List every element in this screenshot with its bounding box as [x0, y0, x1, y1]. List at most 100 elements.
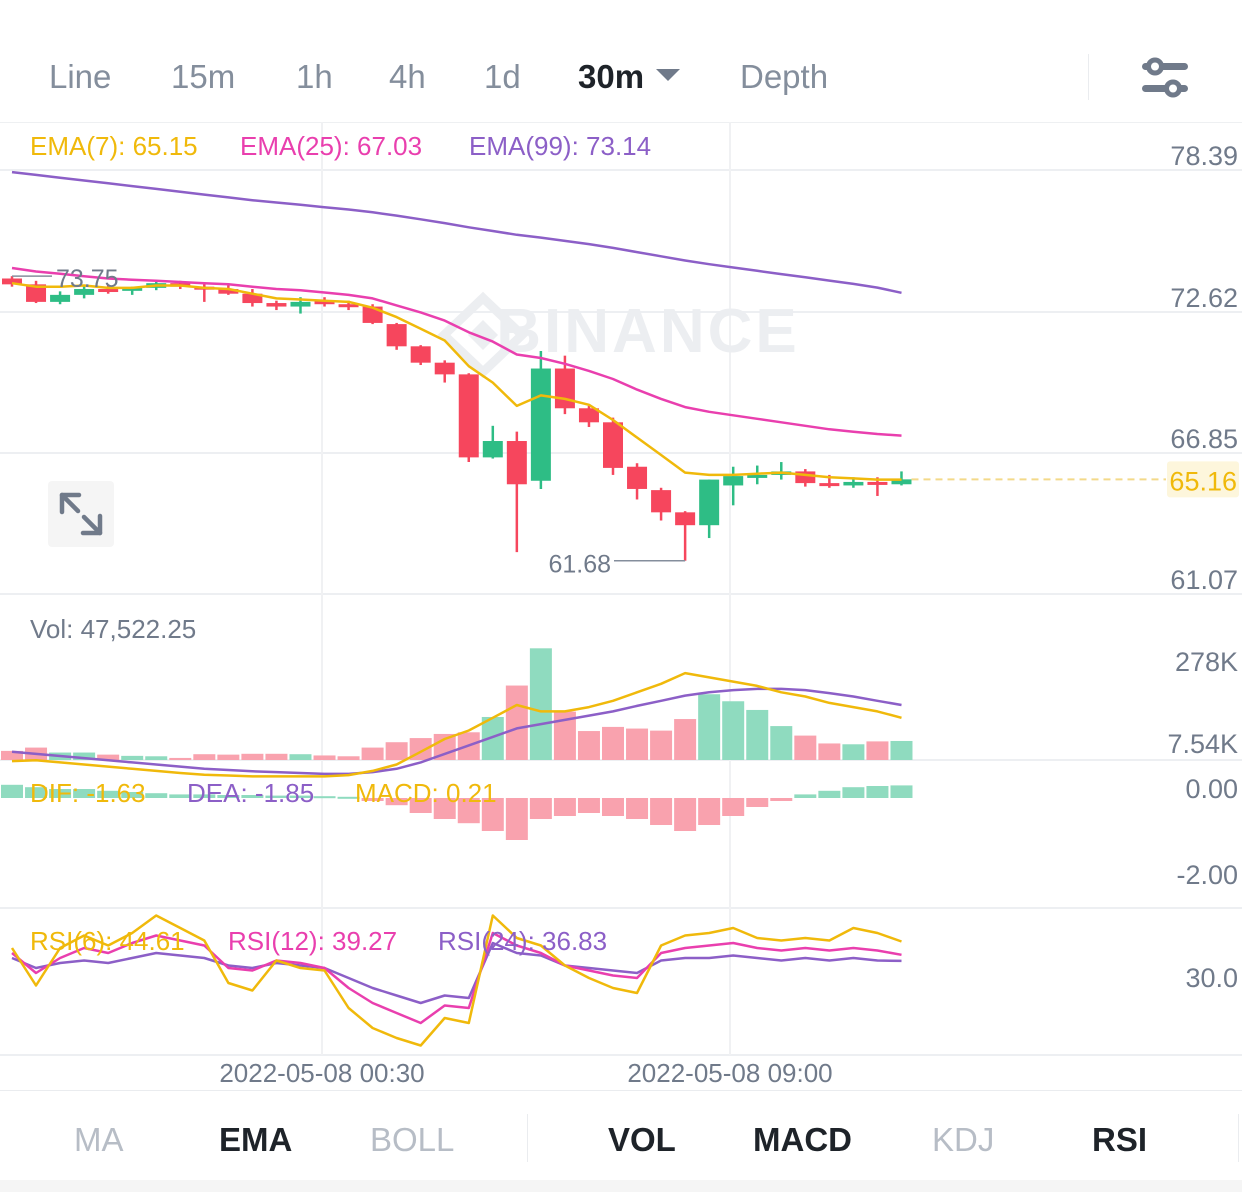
volume-bar	[193, 754, 216, 760]
macd-hist-bar	[553, 798, 576, 816]
candle-body	[506, 441, 527, 485]
candle-body	[266, 303, 287, 307]
candle-body	[434, 362, 455, 375]
volume-bar	[698, 694, 721, 760]
volume-bar	[313, 755, 336, 760]
volume-bar	[842, 744, 865, 760]
macd-hist-bar	[145, 793, 168, 798]
candle-body	[74, 289, 95, 295]
volume-bar	[553, 711, 576, 760]
candle-body	[627, 466, 648, 489]
indicator-vol[interactable]: VOL	[608, 1121, 676, 1158]
volume-bar	[866, 741, 889, 760]
volume-bar	[577, 731, 600, 760]
sliders-icon[interactable]	[1138, 55, 1192, 101]
indicator-ema[interactable]: EMA	[219, 1121, 293, 1158]
macd-hist-bar	[842, 787, 865, 798]
indicator-lines	[10, 170, 1166, 1047]
price-axis-label: 72.62	[1170, 283, 1238, 313]
caret-down-icon	[656, 69, 681, 82]
volume-bar	[217, 754, 240, 760]
candle-body	[218, 289, 239, 294]
tab-4h[interactable]: 4h	[389, 58, 426, 95]
dea-line	[11, 687, 902, 776]
candle-body	[122, 287, 143, 291]
macd-hist-bar	[770, 798, 793, 801]
tab-1h[interactable]: 1h	[296, 58, 333, 95]
volume-axis-label: 7.54K	[1167, 729, 1238, 759]
last-price-label: 65.16	[1169, 466, 1237, 496]
candle-body	[747, 474, 768, 478]
volume-bar	[529, 648, 552, 760]
macd-hist-bar	[337, 796, 360, 799]
macd-legend: MACD: 0.21	[355, 778, 497, 808]
volume-bar	[650, 730, 673, 760]
candlesticks	[2, 276, 912, 561]
candle-body	[530, 368, 551, 481]
volume-bar	[289, 754, 312, 760]
volume-bar	[770, 726, 793, 760]
volume-bar	[73, 752, 96, 760]
volume-bar	[818, 743, 841, 760]
rsi6-line	[10, 914, 902, 1047]
macd-hist-bar	[265, 795, 288, 798]
candle-body	[603, 422, 623, 468]
macd-hist-bar	[746, 798, 769, 807]
macd-hist-bar	[217, 795, 240, 798]
macd-hist-bar	[866, 786, 889, 798]
rsi-axis-label: 30.0	[1185, 963, 1238, 993]
tab-1d[interactable]: 1d	[484, 58, 521, 95]
price-chart[interactable]: BINANCE 65.16 78.39 72.62 66.85 61.07 278K 7.5…	[0, 0, 1242, 1090]
macd-hist-bar	[433, 798, 456, 819]
last-price-tag	[1167, 461, 1239, 498]
rsi-legend: RSI(24): 36.83	[438, 926, 607, 956]
volume-bar	[265, 753, 288, 760]
tab-30m[interactable]: 30m	[578, 58, 681, 96]
tab-15m[interactable]: 15m	[171, 58, 236, 95]
macd-hist-bar	[169, 794, 192, 798]
candle-body	[386, 324, 407, 347]
volume-bars	[1, 648, 913, 760]
macd-hist-bar	[73, 789, 96, 798]
price-axis-label: 66.85	[1170, 424, 1238, 454]
chart-labels: 65.16 78.39 72.62 66.85 61.07 278K 7.54K 0.00 -2…	[12, 131, 1239, 1088]
macd-hist-bar	[289, 795, 312, 798]
price-axis-label: 61.07	[1170, 565, 1238, 595]
volume-bar	[145, 756, 168, 760]
candle-body	[2, 278, 22, 285]
tab-line[interactable]: Line	[49, 58, 112, 95]
rsi24-line	[11, 941, 902, 1005]
candle-body	[867, 481, 888, 485]
candle-body	[50, 294, 71, 302]
macd-hist-bar	[313, 796, 336, 799]
indicator-boll[interactable]: BOLL	[370, 1121, 455, 1158]
macd-hist-bar	[626, 798, 649, 819]
expand-icon[interactable]	[48, 481, 114, 547]
macd-hist-bar	[505, 798, 528, 840]
indicator-macd[interactable]: MACD	[753, 1121, 852, 1158]
macd-hist-bar	[481, 798, 504, 831]
tab-depth[interactable]: Depth	[740, 58, 829, 95]
volume-bar	[481, 716, 504, 760]
indicator-edge	[1238, 1114, 1239, 1162]
candle-body	[723, 476, 744, 486]
time-axis-label: 2022-05-08 09:00	[627, 1058, 832, 1088]
candle-body	[482, 441, 503, 458]
indicator-rsi[interactable]: RSI	[1092, 1121, 1148, 1158]
volume-bar	[97, 754, 120, 760]
macd-hist-bar	[818, 790, 841, 798]
candle-body	[410, 346, 431, 363]
high-price-label: 73.75	[56, 265, 119, 293]
toolbar-divider	[1088, 54, 1089, 100]
dif-line	[11, 671, 902, 778]
macd-hist-bar	[650, 798, 673, 825]
volume-bar	[626, 728, 649, 760]
ema-legend: EMA(25): 67.03	[240, 131, 422, 161]
macd-legend: DEA: -1.85	[187, 778, 314, 808]
indicator-ma[interactable]: MA	[74, 1121, 124, 1158]
indicator-kdj[interactable]: KDJ	[932, 1121, 995, 1158]
binance-logo-icon	[437, 291, 529, 379]
binance-watermark: BINANCE	[496, 297, 799, 366]
macd-hist-bar	[722, 798, 745, 816]
ema-legend: EMA(99): 73.14	[469, 131, 651, 161]
